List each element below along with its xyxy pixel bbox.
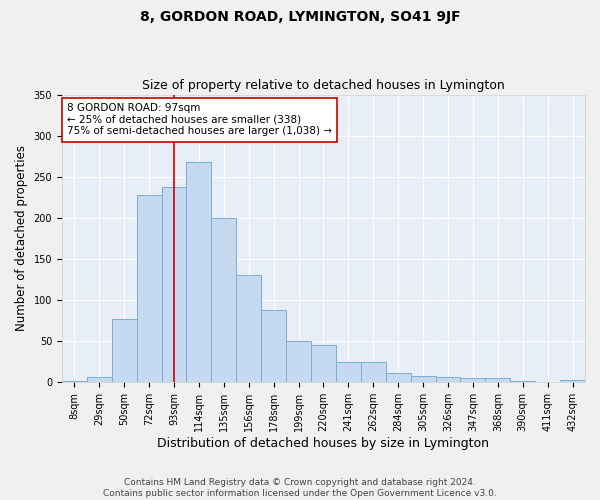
Bar: [187, 162, 211, 382]
Text: 8 GORDON ROAD: 97sqm
← 25% of detached houses are smaller (338)
75% of semi-deta: 8 GORDON ROAD: 97sqm ← 25% of detached h…: [67, 103, 332, 136]
Bar: [161, 186, 187, 382]
Bar: [436, 376, 460, 382]
Bar: [286, 341, 311, 382]
Bar: [211, 218, 236, 382]
Bar: [560, 380, 585, 382]
X-axis label: Distribution of detached houses by size in Lymington: Distribution of detached houses by size …: [157, 437, 490, 450]
Bar: [137, 195, 161, 382]
Title: Size of property relative to detached houses in Lymington: Size of property relative to detached ho…: [142, 79, 505, 92]
Bar: [386, 374, 410, 382]
Bar: [87, 378, 112, 382]
Bar: [311, 346, 336, 383]
Bar: [510, 380, 535, 382]
Bar: [236, 274, 261, 382]
Bar: [410, 376, 436, 382]
Bar: [460, 378, 485, 382]
Bar: [485, 378, 510, 382]
Bar: [112, 319, 137, 382]
Bar: [336, 362, 361, 382]
Y-axis label: Number of detached properties: Number of detached properties: [15, 146, 28, 332]
Text: 8, GORDON ROAD, LYMINGTON, SO41 9JF: 8, GORDON ROAD, LYMINGTON, SO41 9JF: [140, 10, 460, 24]
Bar: [261, 310, 286, 382]
Bar: [62, 380, 87, 382]
Text: Contains HM Land Registry data © Crown copyright and database right 2024.
Contai: Contains HM Land Registry data © Crown c…: [103, 478, 497, 498]
Bar: [361, 362, 386, 382]
